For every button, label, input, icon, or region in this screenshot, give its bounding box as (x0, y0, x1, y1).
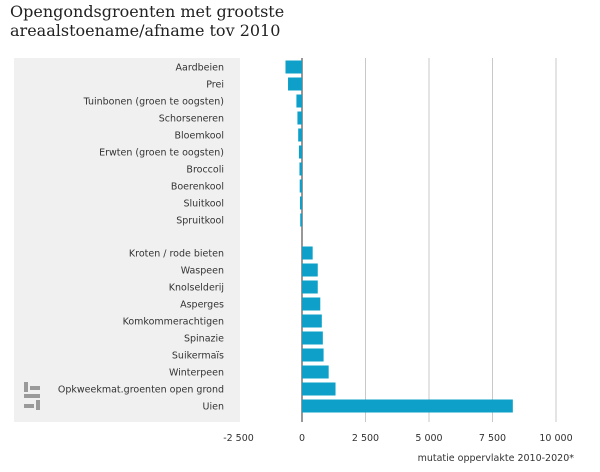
x-tick-label: 0 (299, 433, 305, 444)
category-label: Aardbeien (176, 63, 224, 74)
label-panel (14, 58, 240, 422)
x-tick-label: -2 500 (223, 433, 254, 444)
category-label: Broccoli (186, 165, 224, 176)
category-label: Prei (206, 80, 224, 91)
category-label: Waspeen (181, 266, 224, 277)
grid-lines (301, 58, 557, 422)
chart-title-line-1: Opengondsgroenten met grootste (10, 2, 285, 21)
category-label: Spinazie (184, 334, 224, 345)
bar (302, 280, 318, 294)
bar (302, 348, 324, 362)
bar (288, 77, 302, 91)
category-label: Knolselderij (169, 283, 224, 294)
category-label: Suikermaïs (172, 351, 224, 362)
bar (302, 297, 321, 311)
category-label: Uien (203, 402, 224, 413)
category-label: Spruitkool (176, 216, 224, 227)
category-labels: Aardbeien Prei Tuinbonen (groen te oogsten… (58, 63, 224, 413)
bar (285, 60, 302, 74)
bar (300, 213, 302, 227)
category-label: Winterpeen (169, 368, 224, 379)
x-tick-label: 2 500 (352, 433, 379, 444)
bar (297, 111, 302, 125)
bar (302, 314, 322, 328)
bar (302, 365, 329, 379)
bars (285, 60, 513, 413)
bar (296, 94, 302, 108)
chart-title: Opengondsgroenten met grootste areaalsto… (10, 2, 590, 40)
category-label: Boerenkool (171, 182, 224, 193)
bar (302, 246, 313, 260)
category-label: Asperges (180, 300, 224, 311)
category-label: Schorseneren (159, 114, 224, 125)
chart-title-line-2: areaalstoename/afname tov 2010 (10, 21, 281, 40)
bar (302, 263, 318, 277)
bar (298, 128, 302, 142)
category-label: Erwten (groen te oogsten) (99, 148, 224, 159)
bar (302, 399, 513, 413)
x-tick-label: 7 500 (479, 433, 506, 444)
cbs-logo (24, 382, 40, 410)
bar (302, 382, 336, 396)
category-label: Komkommerachtigen (123, 317, 224, 328)
x-tick-label: 5 000 (415, 433, 442, 444)
bar (299, 179, 302, 193)
bar (302, 331, 323, 345)
category-label: Sluitkool (184, 199, 224, 210)
x-tick-labels: -2 500 0 2 500 5 000 7 500 10 000 (223, 433, 572, 444)
category-label: Bloemkool (175, 131, 225, 142)
category-label: Opkweekmat.groenten open grond (58, 385, 224, 396)
x-axis-title: mutatie oppervlakte 2010-2020* (418, 453, 575, 464)
bar (298, 145, 302, 159)
x-tick-label: 10 000 (539, 433, 572, 444)
category-label: Tuinbonen (groen te oogsten) (83, 97, 224, 108)
category-label: Kroten / rode bieten (129, 249, 224, 260)
bar (299, 162, 302, 176)
bar (299, 196, 302, 210)
